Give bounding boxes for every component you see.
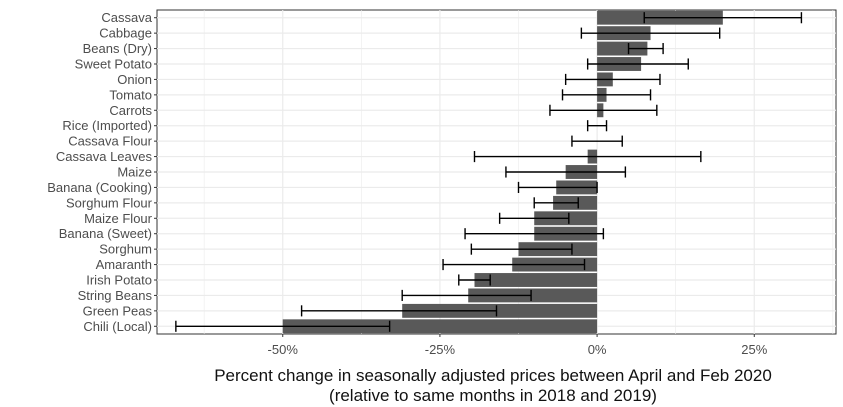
x-tick-labels: -50% -25% 0% 25% (268, 334, 768, 357)
bar (597, 41, 648, 56)
error-bar (580, 27, 721, 39)
error-bar (401, 289, 532, 301)
error-bar (458, 274, 491, 286)
category-label: Chili (Local) (83, 319, 152, 334)
category-label: Banana (Cooking) (47, 180, 152, 195)
error-bar (586, 120, 608, 132)
category-label: Maize (117, 165, 152, 180)
x-tick-label: -25% (425, 342, 456, 357)
category-label: Onion (117, 72, 152, 87)
category-label: String Beans (78, 288, 153, 303)
bar (402, 303, 598, 318)
category-label: Beans (Dry) (83, 41, 152, 56)
x-tick-label: 25% (741, 342, 767, 357)
error-bar (643, 12, 803, 24)
error-bar (473, 151, 702, 163)
error-bar (571, 135, 623, 147)
x-axis-title-line-2: (relative to same months in 2018 and 201… (329, 386, 657, 405)
category-label: Sorghum (99, 242, 152, 257)
error-bar (470, 243, 573, 255)
error-bar (464, 228, 605, 240)
x-tick-label: -50% (268, 342, 299, 357)
category-label: Carrots (109, 103, 152, 118)
category-label: Cassava Flour (68, 134, 152, 149)
error-bar (586, 58, 689, 70)
bar-layer (282, 10, 723, 334)
category-label: Green Peas (83, 303, 153, 318)
bar (474, 273, 598, 287)
error-bar (498, 212, 570, 224)
error-bar (627, 43, 664, 55)
error-bar (442, 259, 586, 271)
category-label: Rice (Imported) (62, 118, 152, 133)
error-bar (517, 181, 598, 193)
category-label: Sorghum Flour (66, 195, 153, 210)
error-bar (533, 197, 579, 209)
bar (282, 319, 598, 334)
category-label: Cabbage (99, 26, 152, 41)
error-bar (175, 320, 391, 332)
error-bar (561, 89, 652, 101)
x-axis-title-line-1: Percent change in seasonally adjusted pr… (214, 366, 772, 385)
error-bar-layer (175, 12, 803, 332)
error-bar (300, 305, 498, 317)
category-label: Tomato (109, 87, 152, 102)
category-label: Sweet Potato (75, 57, 152, 72)
error-bar (505, 166, 627, 178)
category-label: Amaranth (96, 257, 152, 272)
category-label: Irish Potato (86, 273, 152, 288)
bar (468, 288, 598, 303)
error-bar (549, 104, 658, 116)
category-label: Maize Flour (84, 211, 153, 226)
category-label: Banana (Sweet) (59, 226, 152, 241)
x-tick-label: 0% (588, 342, 607, 357)
category-label: Cassava (101, 10, 152, 25)
category-label: Cassava Leaves (56, 149, 153, 164)
error-bar (564, 73, 661, 85)
